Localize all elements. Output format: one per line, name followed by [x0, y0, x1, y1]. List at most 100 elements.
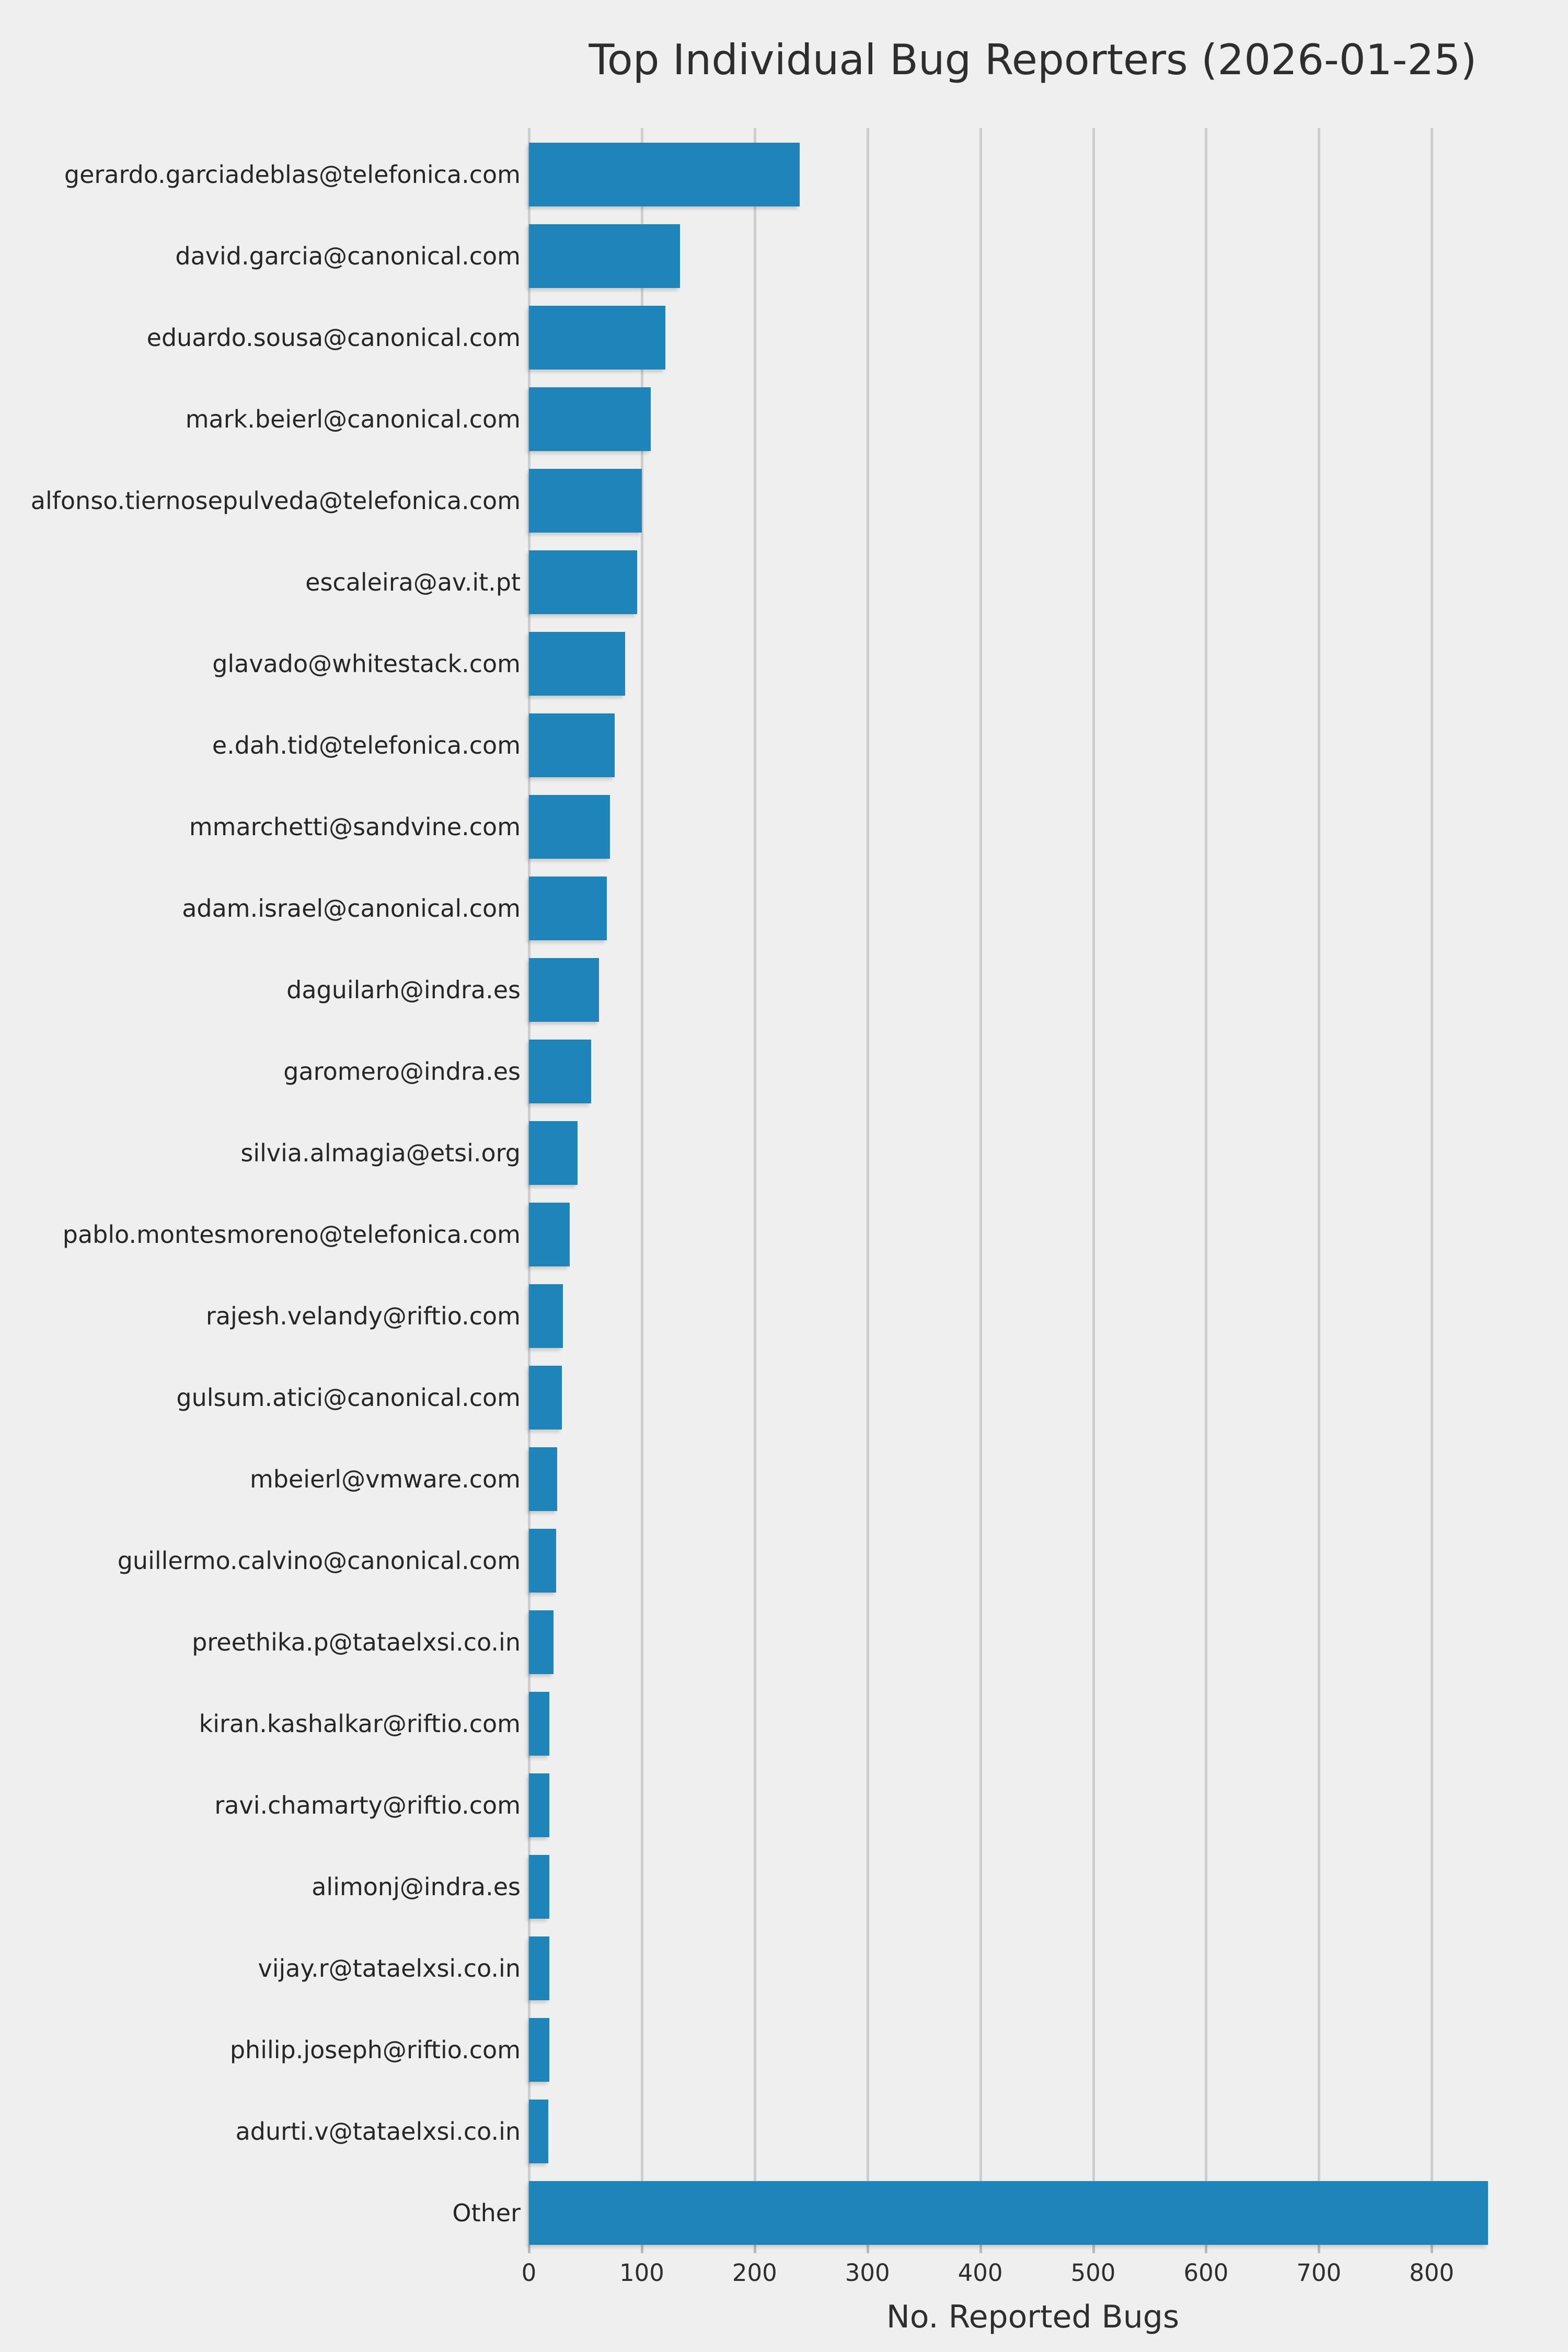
bar-row: rajesh.velandy@riftio.com — [206, 1275, 1537, 1357]
y-axis-category-label: david.garcia@canonical.com — [175, 242, 521, 270]
tick-mark-x-400 — [979, 2245, 982, 2253]
tick-label-x-200: 200 — [732, 2259, 777, 2287]
gridline-x-200 — [753, 128, 756, 2245]
gridline-x-400 — [979, 128, 982, 2245]
tick-mark-x-800 — [1431, 2245, 1434, 2253]
y-axis-category-label: silvia.almagia@etsi.org — [240, 1139, 521, 1167]
y-axis-category-label: glavado@whitestack.com — [212, 650, 521, 678]
y-axis-category-label: mmarchetti@sandvine.com — [189, 813, 521, 841]
gridline-x-700 — [1318, 128, 1321, 2245]
y-axis-category-label: ravi.chamarty@riftio.com — [214, 1791, 521, 1819]
bar — [529, 1773, 549, 1837]
y-axis-category-label: alimonj@indra.es — [312, 1873, 521, 1901]
bar — [529, 306, 666, 370]
gridline-x-800 — [1431, 128, 1434, 2245]
bar — [529, 143, 800, 206]
y-axis-category-label: garomero@indra.es — [283, 1057, 521, 1086]
bar-row: vijay.r@tataelxsi.co.in — [258, 1928, 1537, 2009]
bar — [529, 469, 642, 533]
bar-row: adurti.v@tataelxsi.co.in — [236, 2091, 1537, 2172]
bar — [529, 1610, 554, 1674]
bar-row: mark.beierl@canonical.com — [186, 378, 1537, 460]
bar-row: garomero@indra.es — [283, 1031, 1537, 1112]
bar — [529, 2100, 548, 2163]
y-axis-category-label: adurti.v@tataelxsi.co.in — [235, 2117, 521, 2146]
tick-mark-x-0 — [528, 2245, 531, 2253]
tick-label-x-800: 800 — [1409, 2259, 1455, 2287]
y-axis-category-label: escaleira@av.it.pt — [305, 568, 521, 596]
gridline-x-500 — [1092, 128, 1095, 2245]
bar-row: gerardo.garciadeblas@telefonica.com — [64, 134, 1537, 215]
gridline-x-600 — [1205, 128, 1208, 2245]
bar-row: philip.joseph@riftio.com — [230, 2009, 1537, 2091]
bar-row: silvia.almagia@etsi.org — [240, 1112, 1537, 1194]
bar-row: pablo.montesmoreno@telefonica.com — [63, 1194, 1537, 1275]
bar-row: ravi.chamarty@riftio.com — [214, 1765, 1537, 1846]
y-axis-category-label: alfonso.tiernosepulveda@telefonica.com — [30, 487, 521, 515]
bar-row: kiran.kashalkar@riftio.com — [199, 1683, 1537, 1765]
plot-area: No. Reported Bugs 0 100 200 300 400 500 600 700… — [31, 128, 1537, 2335]
y-axis-category-label: guillermo.calvino@canonical.com — [117, 1547, 521, 1575]
y-axis-category-label: mark.beierl@canonical.com — [185, 405, 521, 433]
bar — [529, 1203, 570, 1266]
bar-row: escaleira@av.it.pt — [305, 541, 1537, 623]
bar — [529, 1366, 562, 1429]
bar-row: alfonso.tiernosepulveda@telefonica.com — [31, 460, 1537, 541]
gridline-x-100 — [640, 128, 643, 2245]
tick-mark-x-500 — [1092, 2245, 1095, 2253]
bar — [529, 224, 681, 288]
x-axis-label: No. Reported Bugs — [886, 2299, 1180, 2335]
bar-row: guillermo.calvino@canonical.com — [118, 1520, 1537, 1601]
bar — [529, 1121, 578, 1185]
y-axis-category-label: e.dah.tid@telefonica.com — [212, 731, 521, 759]
bar — [529, 1284, 563, 1348]
bar-row: adam.israel@canonical.com — [182, 868, 1537, 949]
tick-mark-x-200 — [753, 2245, 756, 2253]
y-axis-category-label: pablo.montesmoreno@telefonica.com — [62, 1220, 521, 1249]
bar-row: mbeierl@vmware.com — [250, 1438, 1537, 1520]
bar-row: e.dah.tid@telefonica.com — [212, 705, 1537, 786]
y-axis-category-label: philip.joseph@riftio.com — [229, 2036, 521, 2064]
bar — [529, 387, 651, 451]
bar-row: eduardo.sousa@canonical.com — [147, 297, 1537, 378]
bar-row: david.garcia@canonical.com — [175, 215, 1537, 297]
bar — [529, 1447, 557, 1511]
bar — [529, 1692, 549, 1756]
tick-mark-x-100 — [640, 2245, 643, 2253]
bar — [529, 713, 615, 777]
bar-row: mmarchetti@sandvine.com — [189, 786, 1537, 868]
y-axis-category-label: Other — [452, 2199, 521, 2227]
tick-label-x-300: 300 — [845, 2259, 890, 2287]
bar — [529, 2018, 549, 2082]
tick-label-x-400: 400 — [958, 2259, 1003, 2287]
y-axis-category-label: adam.israel@canonical.com — [182, 894, 521, 923]
bar — [529, 550, 638, 614]
tick-label-x-0: 0 — [521, 2259, 537, 2287]
bar — [529, 632, 625, 696]
tick-mark-x-300 — [866, 2245, 869, 2253]
bar — [529, 1040, 591, 1103]
gridline-x-300 — [866, 128, 869, 2245]
bar — [529, 1936, 549, 2000]
y-axis-category-label: vijay.r@tataelxsi.co.in — [258, 1954, 521, 1982]
tick-label-x-500: 500 — [1070, 2259, 1116, 2287]
y-axis-category-label: kiran.kashalkar@riftio.com — [199, 1710, 521, 1738]
y-axis-category-label: mbeierl@vmware.com — [250, 1465, 521, 1493]
tick-mark-x-700 — [1318, 2245, 1321, 2253]
bar-row: Other — [452, 2172, 1537, 2254]
bar-row: glavado@whitestack.com — [212, 623, 1537, 705]
bar — [529, 958, 599, 1022]
bar — [529, 2181, 1489, 2245]
tick-label-x-700: 700 — [1296, 2259, 1342, 2287]
tick-label-x-600: 600 — [1183, 2259, 1229, 2287]
gridline-x-0 — [528, 128, 531, 2245]
y-axis-category-label: daguilarh@indra.es — [286, 976, 521, 1004]
bar — [529, 877, 607, 940]
y-axis-category-label: eduardo.sousa@canonical.com — [146, 324, 521, 352]
y-axis-category-label: rajesh.velandy@riftio.com — [205, 1302, 521, 1330]
y-axis-category-label: gerardo.garciadeblas@telefonica.com — [64, 160, 521, 189]
bar-row: alimonj@indra.es — [312, 1846, 1537, 1928]
bar — [529, 1855, 549, 1919]
bar — [529, 795, 610, 859]
bar-row: preethika.p@tataelxsi.co.in — [192, 1601, 1537, 1683]
